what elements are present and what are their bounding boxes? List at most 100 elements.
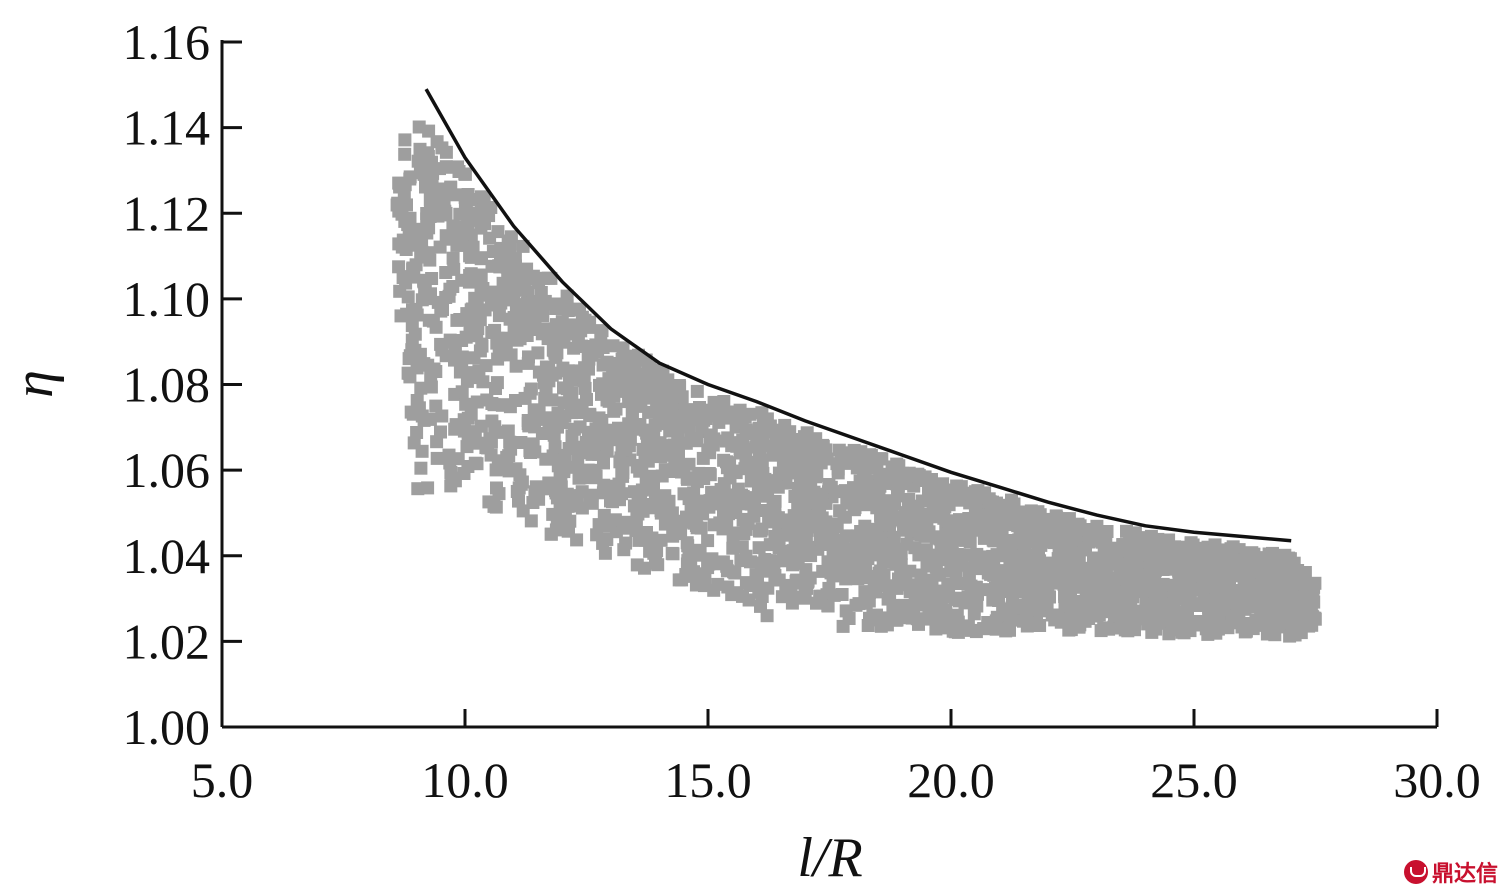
scatter-point [889,557,903,571]
scatter-point [628,366,642,379]
watermark-logo-icon [1403,860,1428,884]
scatter-point [430,435,444,449]
scatter-point [524,308,538,322]
scatter-point [534,286,548,299]
scatter-point [617,543,631,557]
scatter-point [417,413,431,427]
scatter-point [531,346,545,360]
scatter-point [665,546,679,560]
scatter-point [461,411,475,425]
scatter-point [574,324,588,338]
scatter-point [621,515,635,529]
scatter-point [703,468,717,482]
scatter-point [861,619,875,632]
scatter-point [412,120,426,134]
scatter-point [414,461,428,475]
scatter-point [843,547,857,561]
scatter-point [393,284,407,298]
scatter-point [490,481,503,495]
scatter-point [514,436,528,449]
scatter-point [962,570,976,584]
scatter-point [819,443,833,457]
x-tick-label-4: 25.0 [1150,752,1238,808]
scatter-point [451,160,465,174]
scatter-point [1063,527,1077,541]
scatter-point [651,558,665,572]
scatter-point [778,418,792,432]
y-tick-label-0: 1.00 [123,699,211,755]
scatter-point [622,395,636,409]
scatter-point [790,573,804,587]
scatter-point [996,549,1010,563]
scatter-point [633,418,647,432]
scatter-point [600,479,614,493]
x-tick-label-0: 5.0 [191,752,254,808]
scatter-point [1116,538,1130,552]
scatter-point [994,568,1008,582]
scatter-point [836,619,850,633]
scatter-point [407,263,421,277]
scatter-point [1216,543,1230,557]
scatter-point [794,508,808,521]
scatter-point [596,377,610,391]
scatter-point [521,296,534,310]
y-tick-label-8: 1.16 [123,14,211,70]
scatter-point [1128,585,1141,599]
scatter-point [799,533,813,547]
scatter-point [736,589,749,603]
scatter-point [941,514,955,528]
scatter-point [961,619,975,633]
scatter-point [736,513,750,527]
scatter-point [951,554,965,568]
scatter-point [1126,555,1140,569]
scatter-point [952,491,966,505]
scatter-point [1114,621,1128,635]
scatter-point [690,569,704,583]
scatter-point [942,611,956,625]
scatter-point [422,221,436,235]
scatter-point [1019,506,1033,520]
scatter-point [1194,569,1208,583]
scatter-point [653,436,667,450]
scatter-point [575,310,589,324]
scatter-point [1086,573,1100,586]
scatter-point [417,357,431,371]
scatter-point [600,442,614,455]
watermark: 鼎达信 [1403,856,1498,888]
scatter-point [733,446,747,460]
scatter-point [986,549,1000,563]
scatter-point [530,323,544,336]
scatter-point [1245,588,1258,602]
scatter-point [1297,569,1311,583]
scatter-point [1065,558,1078,572]
scatter-point [557,335,571,349]
scatter-point [524,382,538,396]
scatter-point [994,515,1008,529]
scatter-point [827,588,841,602]
scatter-point [570,533,584,547]
scatter-point [455,385,469,399]
scatter-point [405,343,419,357]
scatter-point [724,411,738,425]
y-tick-label-1: 1.02 [123,613,211,669]
scatter-point [839,604,853,618]
scatter-point [503,312,517,326]
scatter-point [847,481,860,495]
scatter-point [822,478,836,491]
scatter-point [528,485,542,499]
scatter-point [821,599,835,613]
scatter-point [609,362,623,375]
scatter-point [575,485,589,499]
scatter-point [558,409,572,423]
scatter-point [1082,612,1096,625]
scatter-point [755,468,769,482]
scatter-point [645,385,659,399]
scatter-point [877,468,891,482]
scatter-point [522,272,535,286]
scatter-point [731,482,745,496]
scatter-point [1031,586,1045,599]
scatter-point [1167,589,1181,603]
scatter-point [424,202,437,216]
scatter-point [693,401,706,414]
x-tick-label-2: 15.0 [664,752,752,808]
